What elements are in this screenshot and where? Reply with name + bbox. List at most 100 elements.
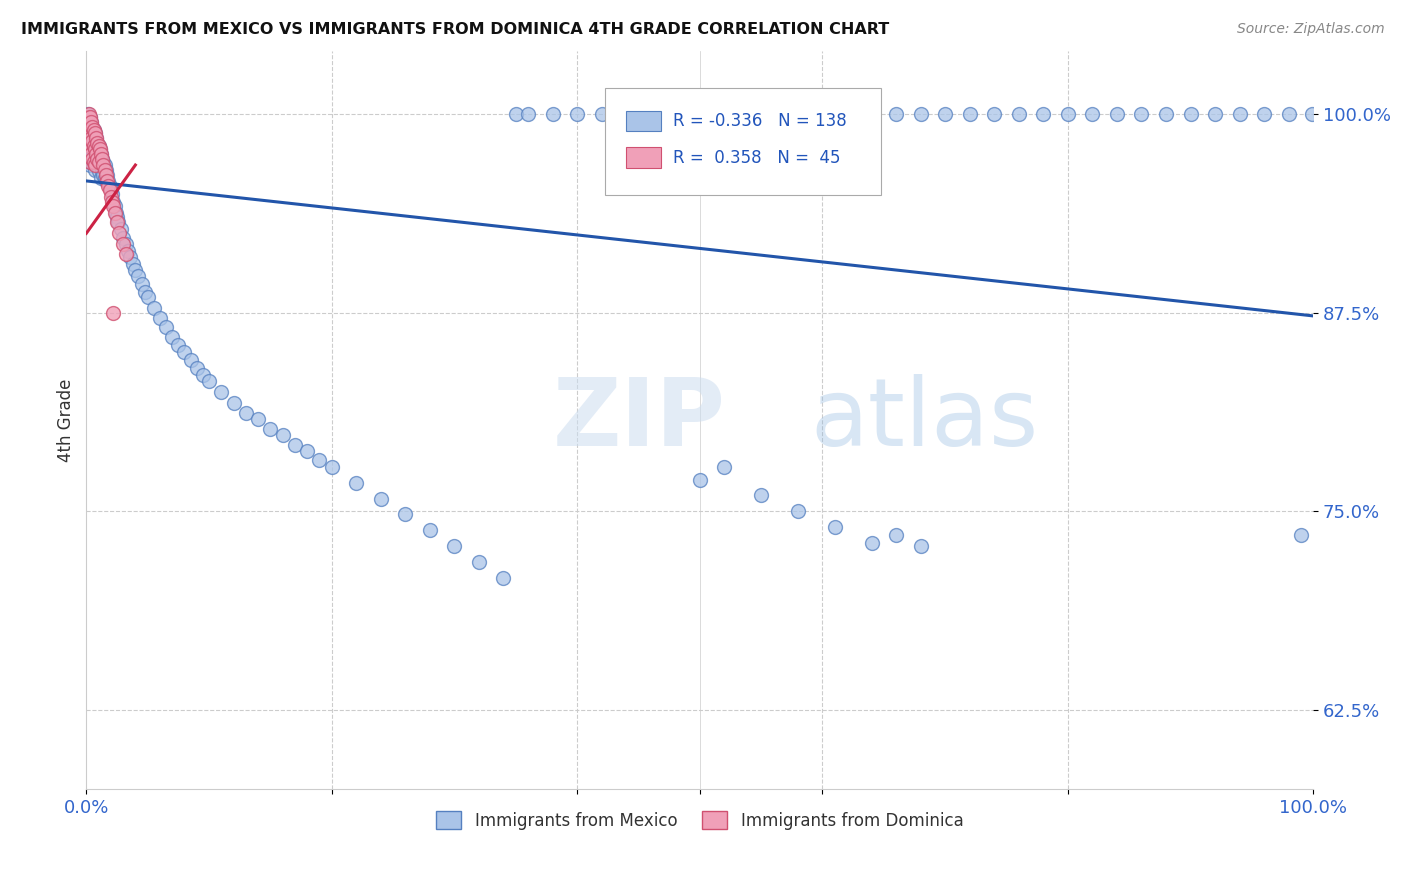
Point xyxy=(82,142,104,156)
Point xyxy=(591,107,613,121)
Point xyxy=(93,154,115,169)
Point xyxy=(84,147,107,161)
Point xyxy=(77,136,100,150)
Point xyxy=(84,131,107,145)
Point xyxy=(100,184,122,198)
Point xyxy=(84,142,107,156)
Point xyxy=(1289,528,1312,542)
Point xyxy=(308,453,330,467)
Point xyxy=(114,247,136,261)
Point xyxy=(136,290,159,304)
Point xyxy=(97,174,120,188)
Point xyxy=(713,459,735,474)
Point xyxy=(811,107,834,121)
Y-axis label: 4th Grade: 4th Grade xyxy=(58,378,75,462)
Point xyxy=(835,107,858,121)
Point xyxy=(222,396,245,410)
Point xyxy=(108,227,131,241)
Point xyxy=(77,107,100,121)
Point xyxy=(91,164,114,178)
Point xyxy=(83,152,105,166)
Point xyxy=(83,158,105,172)
Point xyxy=(884,528,907,542)
Point xyxy=(98,178,121,193)
Point xyxy=(83,126,105,140)
Point xyxy=(762,107,785,121)
Point xyxy=(103,306,125,320)
Point xyxy=(787,504,810,518)
Point xyxy=(884,107,907,121)
Text: IMMIGRANTS FROM MEXICO VS IMMIGRANTS FROM DOMINICA 4TH GRADE CORRELATION CHART: IMMIGRANTS FROM MEXICO VS IMMIGRANTS FRO… xyxy=(21,22,890,37)
Point xyxy=(80,131,103,145)
Point xyxy=(86,152,108,166)
FancyBboxPatch shape xyxy=(606,87,882,194)
Point xyxy=(101,194,124,209)
Point xyxy=(112,231,135,245)
Point xyxy=(93,158,115,172)
Point xyxy=(83,123,105,137)
Bar xyxy=(626,147,661,168)
Point xyxy=(77,154,100,169)
Point xyxy=(79,111,101,125)
Point xyxy=(86,147,108,161)
Point xyxy=(79,123,101,137)
Point xyxy=(103,205,125,219)
Text: R =  0.358   N =  45: R = 0.358 N = 45 xyxy=(673,149,841,167)
Point xyxy=(565,107,588,121)
Point xyxy=(94,162,117,177)
Point xyxy=(80,147,103,161)
Point xyxy=(468,555,491,569)
Point xyxy=(173,345,195,359)
Point xyxy=(614,107,637,121)
Point xyxy=(114,237,136,252)
Point xyxy=(664,107,686,121)
Point xyxy=(1057,107,1080,121)
Point xyxy=(90,158,112,172)
Point xyxy=(155,320,177,334)
Point xyxy=(93,168,115,182)
Point xyxy=(82,131,104,145)
Point xyxy=(79,147,101,161)
Point xyxy=(80,115,103,129)
Point xyxy=(112,237,135,252)
Point xyxy=(1105,107,1128,121)
Point xyxy=(1278,107,1301,121)
Point xyxy=(90,170,112,185)
Point xyxy=(79,154,101,169)
Point xyxy=(271,428,294,442)
Point xyxy=(149,310,172,325)
Point xyxy=(1081,107,1104,121)
Point xyxy=(640,107,662,121)
Point xyxy=(86,136,108,150)
Point xyxy=(83,139,105,153)
Point xyxy=(110,221,132,235)
Point xyxy=(394,508,416,522)
Point xyxy=(1301,107,1323,121)
Point xyxy=(100,190,122,204)
Point xyxy=(91,152,114,166)
Point xyxy=(1008,107,1031,121)
Point xyxy=(76,111,98,125)
Point xyxy=(934,107,956,121)
Point xyxy=(107,215,129,229)
Point xyxy=(787,107,810,121)
Point xyxy=(86,158,108,172)
Point xyxy=(1229,107,1251,121)
Point xyxy=(80,154,103,169)
Point xyxy=(89,142,111,156)
Point xyxy=(89,142,111,156)
Point xyxy=(103,194,125,209)
Point xyxy=(84,154,107,169)
Point xyxy=(76,126,98,140)
Point xyxy=(689,473,711,487)
Point xyxy=(97,178,120,193)
Point xyxy=(492,571,515,585)
Point xyxy=(1180,107,1202,121)
Point xyxy=(131,277,153,292)
Point xyxy=(91,152,114,166)
Text: Source: ZipAtlas.com: Source: ZipAtlas.com xyxy=(1237,22,1385,37)
Point xyxy=(983,107,1005,121)
Point xyxy=(959,107,981,121)
Point xyxy=(105,215,128,229)
Point xyxy=(860,107,883,121)
